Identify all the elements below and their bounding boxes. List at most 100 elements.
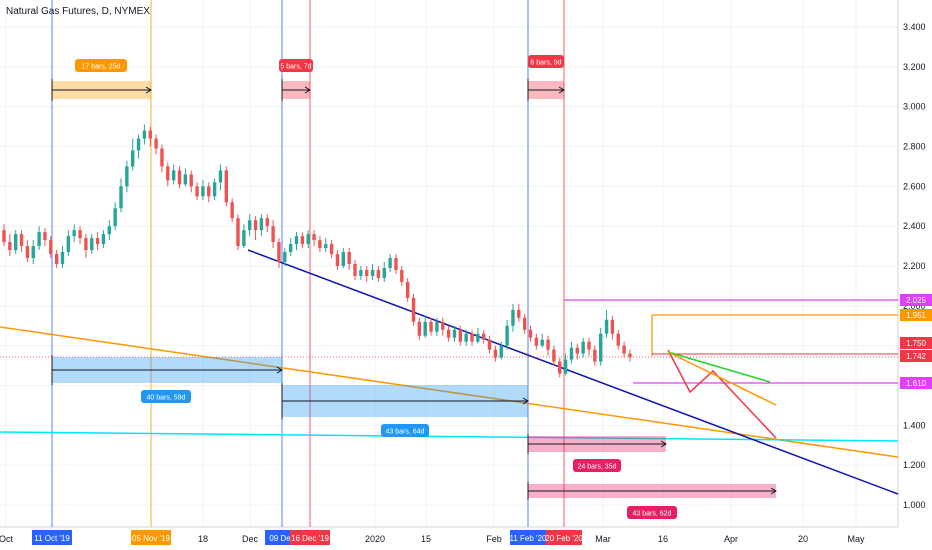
range-label: 6 bars, 9d xyxy=(530,60,561,67)
candle-body xyxy=(101,234,106,245)
candle-body xyxy=(318,240,322,249)
candle-body xyxy=(587,341,591,350)
candle-body xyxy=(201,186,205,197)
candle-body xyxy=(54,254,59,265)
candle-body xyxy=(195,186,199,197)
y-tick-label: 1.200 xyxy=(903,460,926,470)
date-tag: 11 Oct '19 xyxy=(34,534,70,543)
candle-body xyxy=(66,236,71,253)
candle-body xyxy=(230,202,234,219)
candle-body xyxy=(242,230,246,247)
y-tick-label: 3.400 xyxy=(903,22,926,32)
candle-body xyxy=(119,186,123,209)
candle-body xyxy=(60,252,65,265)
candle-body xyxy=(622,345,626,354)
candle-body xyxy=(136,138,141,151)
x-tick-label: 15 xyxy=(421,534,431,544)
candle-body xyxy=(628,353,632,358)
price-tag: 1.610 xyxy=(906,379,927,388)
candle-body xyxy=(43,232,47,241)
candle-body xyxy=(575,347,579,354)
x-tick-label: 16 xyxy=(658,534,668,544)
candle-body xyxy=(569,347,574,360)
x-tick-label: Oct xyxy=(0,534,13,544)
x-tick-label: Apr xyxy=(724,534,738,544)
candle-body xyxy=(517,309,521,318)
candle-body xyxy=(37,232,41,247)
candle-body xyxy=(277,242,281,263)
candle-body xyxy=(154,138,158,149)
range-label: 24 bars, 35d xyxy=(578,464,617,471)
price-tag: 1.750 xyxy=(906,339,927,348)
candle-body xyxy=(382,267,386,278)
candle-body xyxy=(464,333,468,342)
candle-body xyxy=(610,319,615,334)
date-tag: 11 Feb '20 xyxy=(510,534,548,543)
y-tick-label: 3.200 xyxy=(903,62,926,72)
candle-body xyxy=(78,230,82,239)
candle-body xyxy=(189,174,193,187)
date-tag-bg xyxy=(32,530,72,545)
y-axis-pane xyxy=(898,0,932,550)
date-tag: 09 Dec xyxy=(269,534,294,543)
candle-body xyxy=(236,218,240,247)
price-tag-bg xyxy=(900,377,932,389)
candle-body xyxy=(14,234,18,251)
date-tag: 16 Dec '19 xyxy=(291,534,330,543)
candle-body xyxy=(142,130,147,139)
cyan-trend-line xyxy=(0,431,899,442)
candle-body xyxy=(499,345,503,358)
range-label-bg xyxy=(573,459,621,472)
candle-body xyxy=(90,238,94,251)
candle-body xyxy=(511,309,515,326)
projection-red xyxy=(667,349,777,439)
candle-body xyxy=(265,218,269,227)
date-tag: 20 Feb '20 xyxy=(545,534,583,543)
range-arrow-head xyxy=(522,397,529,405)
candle-body xyxy=(552,349,556,362)
candle-body xyxy=(2,230,6,243)
candle-body xyxy=(487,339,492,350)
date-tag: 05 Nov '19 xyxy=(132,534,171,543)
candle-body xyxy=(312,234,316,241)
candle-body xyxy=(370,269,375,276)
candle-body xyxy=(335,254,340,266)
candle-body xyxy=(405,281,410,298)
candle-body xyxy=(283,252,287,263)
candle-body xyxy=(148,130,152,139)
projection-orange xyxy=(667,351,777,406)
chart-title: Natural Gas Futures, D, NYMEX xyxy=(6,6,150,17)
candle-body xyxy=(166,166,170,181)
y-tick-label: 3.000 xyxy=(903,102,926,112)
candle-body xyxy=(207,186,211,197)
date-tag-bg xyxy=(510,530,546,545)
y-tick-label: 1.000 xyxy=(903,500,926,510)
candle-body xyxy=(452,329,457,338)
y-tick-label: 2.200 xyxy=(903,261,926,271)
orange-trend-line xyxy=(0,326,899,458)
price-tag-bg xyxy=(900,294,932,306)
candle-body xyxy=(224,170,228,203)
candle-body xyxy=(493,349,498,358)
candle-body xyxy=(107,226,111,235)
x-tick-label: May xyxy=(847,534,865,544)
candle-body xyxy=(259,218,264,231)
x-tick-label: 2020 xyxy=(365,534,385,544)
candle-body xyxy=(49,240,53,255)
candle-body xyxy=(171,170,176,181)
candle-body xyxy=(581,341,585,354)
range-arrow-head xyxy=(145,86,152,94)
candle-body xyxy=(476,333,480,342)
range-arrow-head xyxy=(558,86,565,94)
candle-body xyxy=(248,220,252,231)
range-arrow-head xyxy=(276,366,283,374)
candle-body xyxy=(522,317,527,330)
range-label: 17 bars, 25d xyxy=(82,64,121,71)
y-tick-label: 2.400 xyxy=(903,221,926,231)
candle-body xyxy=(616,333,620,346)
candle-body xyxy=(218,170,223,183)
candle-body xyxy=(131,150,135,167)
candle-body xyxy=(72,230,76,237)
range-label: 5 bars, 7d xyxy=(280,64,311,71)
